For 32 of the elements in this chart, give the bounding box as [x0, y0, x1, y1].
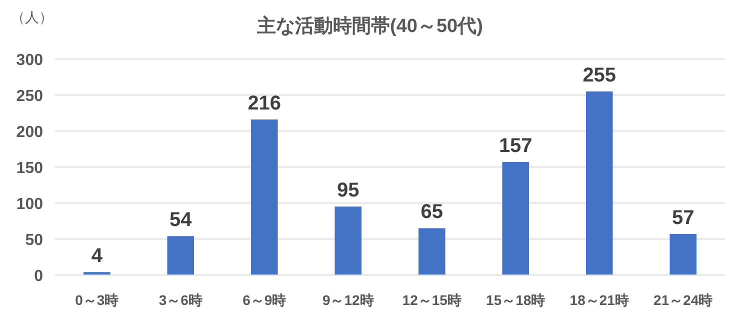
- bar: [167, 236, 194, 275]
- x-tick-label: 9～12時: [322, 292, 374, 308]
- x-tick-label: 6～9時: [242, 292, 286, 308]
- bar: [502, 162, 530, 275]
- bar: [334, 206, 362, 275]
- data-label: 4: [91, 245, 104, 268]
- x-tick-label: 18～21時: [570, 292, 629, 308]
- y-tick-label: 100: [16, 196, 44, 213]
- x-tick-label: 12～15時: [402, 292, 462, 308]
- y-axis-title: （人）: [11, 9, 53, 25]
- x-tick-label: 21～24時: [654, 292, 713, 308]
- bar: [586, 91, 613, 275]
- data-label: 57: [672, 206, 694, 229]
- x-tick-label: 0～3時: [75, 292, 119, 308]
- chart-title: 主な活動時間帯(40～50代): [256, 15, 483, 37]
- y-tick-label: 250: [16, 88, 44, 105]
- x-tick-label: 15～18時: [486, 292, 546, 308]
- data-label: 255: [582, 64, 616, 86]
- y-tick-label: 300: [16, 52, 44, 69]
- bar: [670, 234, 697, 275]
- bar: [418, 228, 446, 275]
- y-tick-label: 0: [34, 268, 44, 285]
- data-label: 95: [337, 180, 360, 202]
- data-label: 54: [170, 209, 193, 232]
- data-label: 216: [248, 92, 282, 114]
- data-label: 65: [420, 201, 443, 224]
- y-tick-label: 50: [25, 232, 44, 249]
- bar: [250, 119, 278, 275]
- x-tick-label: 3～6時: [158, 292, 202, 308]
- y-tick-label: 200: [16, 124, 44, 141]
- y-tick-label: 150: [16, 160, 44, 177]
- data-label: 157: [498, 134, 532, 157]
